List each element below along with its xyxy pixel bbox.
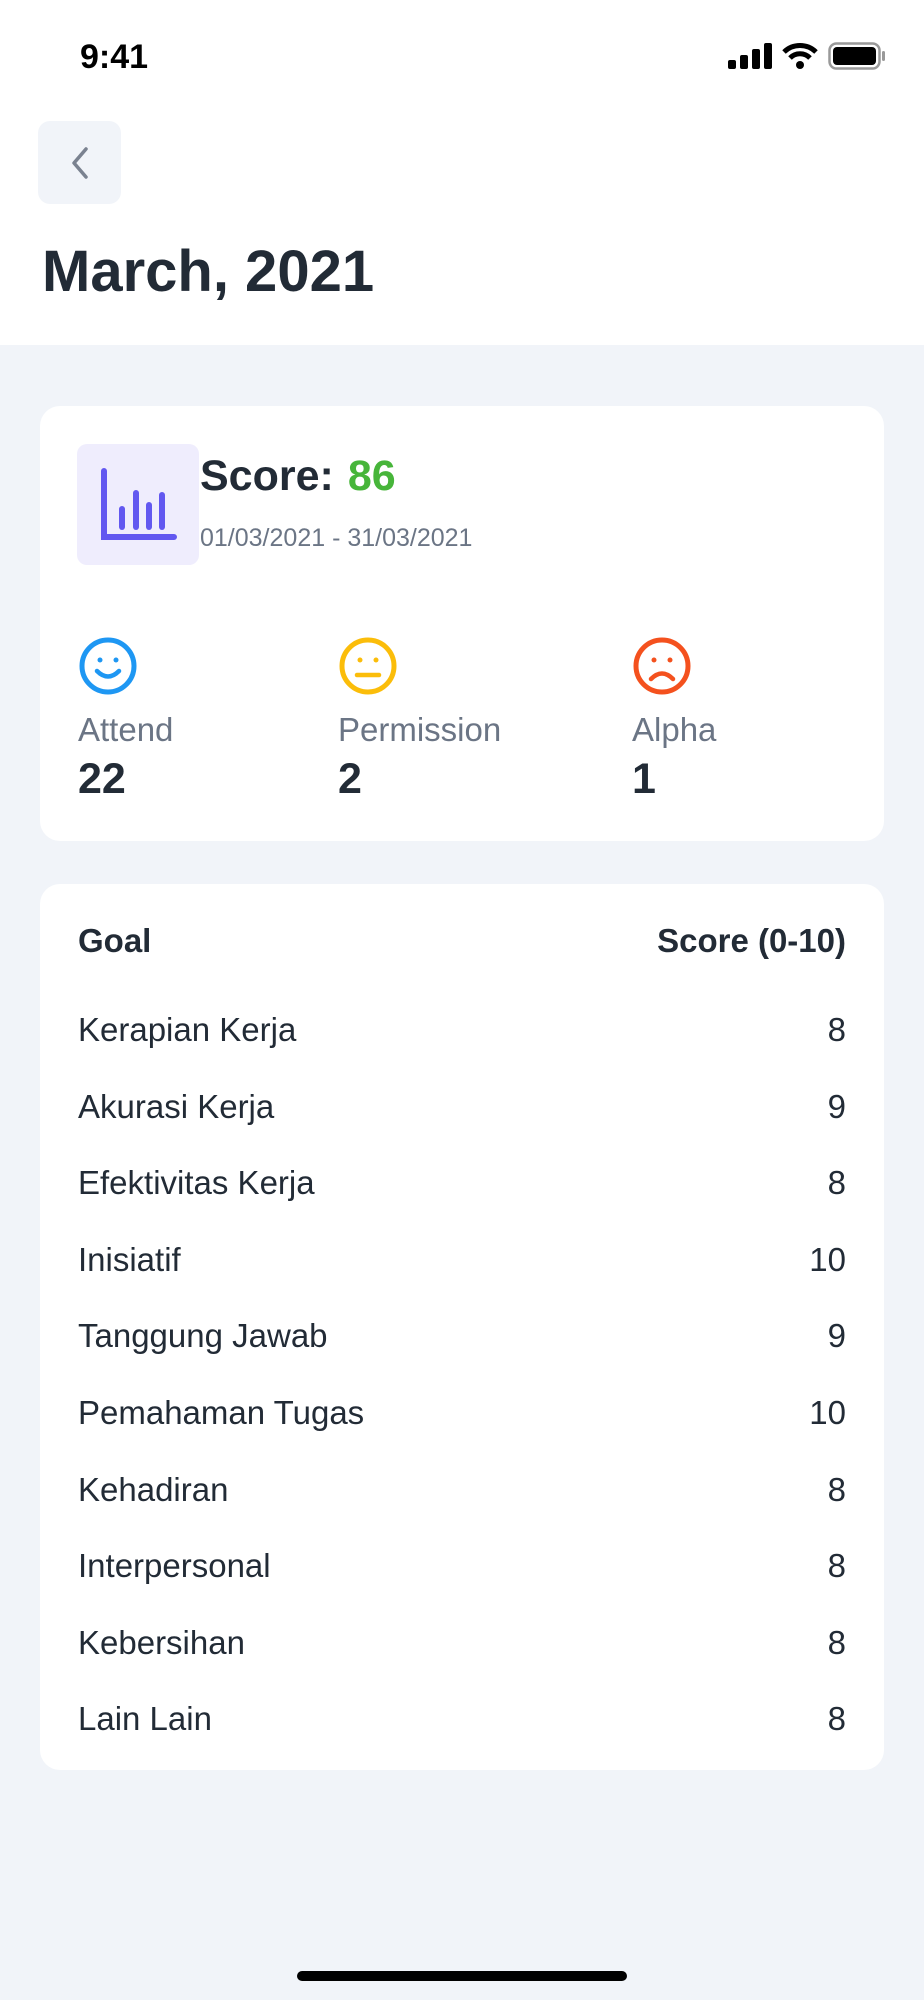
- status-time: 9:41: [80, 38, 149, 76]
- goals-card: [40, 884, 884, 1770]
- sad-face-icon: [633, 637, 691, 695]
- goal-row: Inisiatif 10: [78, 1241, 846, 1279]
- goal-score: 8: [827, 1547, 846, 1585]
- goal-score: 8: [827, 1470, 846, 1508]
- goal-score: 8: [827, 1623, 846, 1661]
- score-line: Score: 86: [200, 452, 396, 501]
- goal-column-header: Goal: [78, 922, 152, 959]
- home-indicator[interactable]: [297, 1971, 627, 1981]
- stat-alpha: Alpha 1: [632, 636, 716, 804]
- goal-name: Akurasi Kerja: [78, 1087, 275, 1125]
- score-summary-card: [40, 406, 884, 841]
- page-title: March, 2021: [42, 239, 375, 304]
- goal-row: Interpersonal 8: [78, 1547, 846, 1585]
- header: 9:41 March, 2021: [0, 0, 924, 345]
- goals-header: Goal Score (0-10): [78, 922, 846, 960]
- stat-permission: Permission 2: [338, 636, 501, 804]
- goal-score: 10: [809, 1394, 846, 1431]
- back-button[interactable]: [38, 121, 121, 204]
- stat-label: Permission: [338, 711, 502, 748]
- goal-row: Kehadiran 8: [78, 1471, 846, 1509]
- goal-name: Kebersihan: [78, 1623, 245, 1661]
- goal-row: Lain Lain 8: [78, 1700, 846, 1738]
- goal-score: 8: [827, 1164, 846, 1202]
- score-value: 86: [347, 452, 396, 500]
- status-icons: [728, 42, 886, 70]
- goal-name: Kehadiran: [78, 1470, 229, 1508]
- goal-name: Pemahaman Tugas: [78, 1394, 365, 1431]
- goal-name: Lain Lain: [78, 1700, 212, 1738]
- stat-value: 2: [338, 755, 362, 803]
- goal-row: Efektivitas Kerja 8: [78, 1164, 846, 1202]
- goal-row: Akurasi Kerja 9: [78, 1088, 846, 1126]
- signal-icon: [728, 43, 772, 69]
- score-column-header: Score (0-10): [657, 922, 846, 959]
- stat-attend: Attend 22: [78, 636, 173, 804]
- goal-name: Tanggung Jawab: [78, 1317, 328, 1355]
- neutral-face-icon: [339, 637, 397, 695]
- goal-score: 8: [827, 1011, 846, 1048]
- chevron-left-icon: [71, 146, 88, 179]
- goal-score: 8: [827, 1700, 846, 1738]
- goal-row: Kebersihan 8: [78, 1624, 846, 1662]
- stat-value: 22: [78, 755, 126, 803]
- goal-name: Kerapian Kerja: [78, 1011, 297, 1048]
- smile-icon: [79, 637, 137, 695]
- wifi-icon: [782, 43, 818, 69]
- stat-value: 1: [632, 755, 656, 803]
- goal-row: Pemahaman Tugas 10: [78, 1394, 846, 1432]
- goal-score: 9: [827, 1087, 846, 1125]
- chart-icon-box: [77, 444, 199, 565]
- goal-row: Tanggung Jawab 9: [78, 1317, 846, 1355]
- goal-score: 10: [809, 1240, 846, 1278]
- goal-row: Kerapian Kerja 8: [78, 1011, 846, 1049]
- score-label: Score:: [200, 452, 334, 500]
- battery-icon: [828, 42, 885, 70]
- bar-chart-icon: [101, 467, 177, 540]
- goal-score: 9: [827, 1317, 846, 1355]
- goal-name: Efektivitas Kerja: [78, 1164, 315, 1202]
- stat-label: Attend: [78, 711, 174, 748]
- stat-label: Alpha: [632, 711, 717, 748]
- goal-name: Inisiatif: [78, 1240, 181, 1278]
- goal-name: Interpersonal: [78, 1547, 271, 1585]
- date-range: 01/03/2021 - 31/03/2021: [200, 524, 473, 552]
